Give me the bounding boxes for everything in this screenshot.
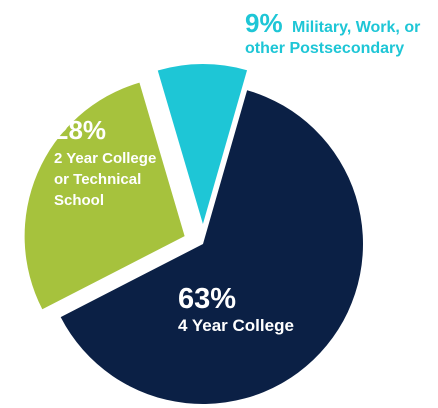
slice-2-year-college	[24, 82, 185, 310]
slice-2-year-label-line-1: 2 Year College	[54, 150, 156, 167]
slice-other-percent: 9%	[245, 8, 283, 38]
pie-slices	[24, 64, 363, 404]
slice-2-year-percent: 28%	[54, 115, 106, 145]
slice-2-year-label-line-2: or Technical	[54, 171, 141, 188]
slice-other-label-line-2: other Postsecondary	[245, 40, 404, 57]
slice-4-year-percent: 63%	[178, 283, 236, 315]
slice-4-year-college	[60, 90, 363, 404]
slice-4-year-label: 4 Year College	[178, 316, 294, 335]
slice-other-postsecondary	[157, 64, 248, 225]
slice-other-label-line-1: Military, Work, or	[292, 19, 420, 36]
slice-2-year-label-line-3: School	[54, 192, 104, 209]
